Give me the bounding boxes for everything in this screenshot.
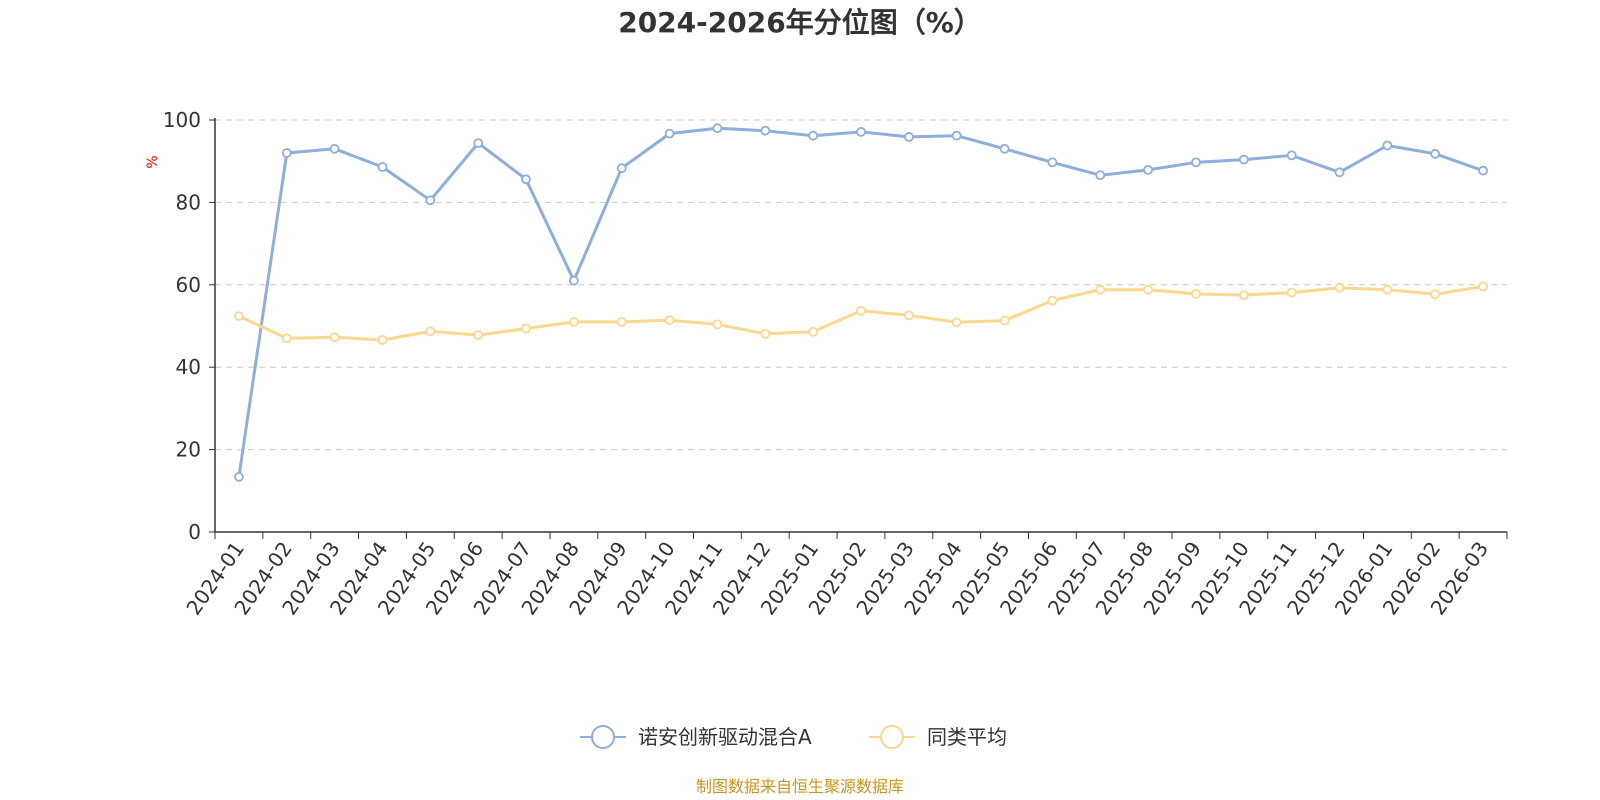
data-point-s0-2025-06[interactable] bbox=[1047, 157, 1058, 168]
data-point-s0-2024-07[interactable] bbox=[521, 174, 531, 185]
series-lines bbox=[233, 123, 1488, 482]
data-point-s1-2024-09[interactable] bbox=[616, 316, 627, 327]
data-point-s1-2024-04[interactable] bbox=[377, 335, 388, 345]
data-point-s0-2024-11[interactable] bbox=[712, 123, 723, 134]
data-point-s1-2024-02[interactable] bbox=[281, 333, 292, 344]
data-point-s1-2024-08[interactable] bbox=[569, 316, 579, 327]
legend-label: 诺安创新驱动混合A bbox=[638, 725, 812, 749]
data-point-s1-2025-07[interactable] bbox=[1095, 284, 1106, 295]
data-point-s1-2024-12[interactable] bbox=[760, 328, 771, 339]
data-point-s1-2026-02[interactable] bbox=[1430, 289, 1441, 300]
data-point-s1-2025-08[interactable] bbox=[1143, 284, 1153, 295]
data-point-s0-2025-12[interactable] bbox=[1334, 167, 1345, 178]
data-point-s1-2025-12[interactable] bbox=[1334, 282, 1345, 293]
data-point-s1-2024-06[interactable] bbox=[473, 330, 484, 341]
data-point-s1-2024-10[interactable] bbox=[664, 315, 675, 326]
data-point-s1-2026-03[interactable] bbox=[1478, 281, 1488, 292]
axes: 0204060801002024-012024-022024-032024-04… bbox=[163, 108, 1508, 619]
data-point-s1-2025-11[interactable] bbox=[1286, 287, 1297, 298]
legend-item-1[interactable]: 同类平均 bbox=[869, 725, 1007, 749]
data-point-s0-2024-01[interactable] bbox=[233, 471, 244, 482]
data-point-s1-2024-01[interactable] bbox=[233, 311, 244, 322]
data-point-s0-2024-05[interactable] bbox=[425, 195, 436, 206]
data-point-s1-2025-03[interactable] bbox=[904, 310, 914, 321]
grid-lines bbox=[215, 119, 1507, 451]
data-point-s0-2025-03[interactable] bbox=[904, 131, 914, 142]
data-point-s0-2024-10[interactable] bbox=[664, 128, 675, 139]
legend-circle-icon bbox=[591, 725, 615, 749]
data-point-s0-2024-02[interactable] bbox=[281, 148, 292, 158]
y-tick-label: 20 bbox=[176, 438, 201, 462]
y-tick-label: 100 bbox=[163, 108, 201, 132]
legend-item-0[interactable]: 诺安创新驱动混合A bbox=[580, 725, 812, 749]
data-point-s0-2025-11[interactable] bbox=[1286, 150, 1297, 161]
data-point-s1-2025-04[interactable] bbox=[951, 317, 962, 328]
data-point-s1-2024-11[interactable] bbox=[712, 319, 723, 330]
y-axis-label: % bbox=[145, 155, 161, 168]
y-tick-label: 60 bbox=[176, 273, 201, 297]
legend-circle-icon bbox=[880, 725, 904, 749]
series-line-0 bbox=[237, 126, 1484, 478]
data-source-note: 制图数据来自恒生聚源数据库 bbox=[696, 777, 904, 796]
data-point-s0-2025-01[interactable] bbox=[808, 130, 818, 141]
data-point-s1-2024-07[interactable] bbox=[521, 323, 531, 334]
data-point-s1-2024-05[interactable] bbox=[425, 326, 436, 337]
data-point-s0-2025-04[interactable] bbox=[951, 130, 962, 141]
chart-title: 2024-2026年分位图（%） bbox=[618, 6, 982, 39]
y-tick-label: 80 bbox=[176, 190, 201, 214]
data-point-s0-2024-06[interactable] bbox=[473, 138, 484, 149]
y-tick-label: 40 bbox=[176, 355, 201, 379]
data-point-s0-2025-08[interactable] bbox=[1143, 164, 1153, 175]
data-point-s1-2026-01[interactable] bbox=[1382, 284, 1393, 295]
data-point-s1-2025-02[interactable] bbox=[856, 305, 866, 316]
legend-label: 同类平均 bbox=[927, 725, 1007, 749]
data-point-s0-2026-01[interactable] bbox=[1382, 140, 1393, 151]
data-point-s0-2025-02[interactable] bbox=[856, 126, 866, 137]
data-point-s0-2025-10[interactable] bbox=[1238, 154, 1249, 165]
data-point-s1-2024-03[interactable] bbox=[329, 332, 340, 343]
data-point-s0-2024-08[interactable] bbox=[569, 275, 579, 286]
data-point-s1-2025-10[interactable] bbox=[1238, 290, 1249, 301]
data-point-s1-2025-09[interactable] bbox=[1191, 288, 1201, 299]
data-point-s0-2024-03[interactable] bbox=[329, 143, 340, 154]
data-point-s1-2025-01[interactable] bbox=[808, 326, 818, 337]
data-point-s0-2025-09[interactable] bbox=[1191, 157, 1201, 168]
data-point-s0-2024-12[interactable] bbox=[760, 125, 771, 136]
data-point-s0-2025-05[interactable] bbox=[999, 143, 1010, 154]
data-point-s0-2026-03[interactable] bbox=[1478, 165, 1488, 176]
data-point-s0-2026-02[interactable] bbox=[1430, 148, 1441, 159]
data-point-s0-2025-07[interactable] bbox=[1095, 170, 1106, 181]
data-point-s0-2024-04[interactable] bbox=[377, 162, 388, 172]
legend[interactable]: 诺安创新驱动混合A 同类平均 bbox=[580, 725, 1007, 749]
data-point-s1-2025-06[interactable] bbox=[1047, 295, 1058, 306]
data-point-s1-2025-05[interactable] bbox=[999, 315, 1010, 326]
data-point-s0-2024-09[interactable] bbox=[616, 163, 627, 174]
y-tick-label: 0 bbox=[188, 520, 201, 544]
